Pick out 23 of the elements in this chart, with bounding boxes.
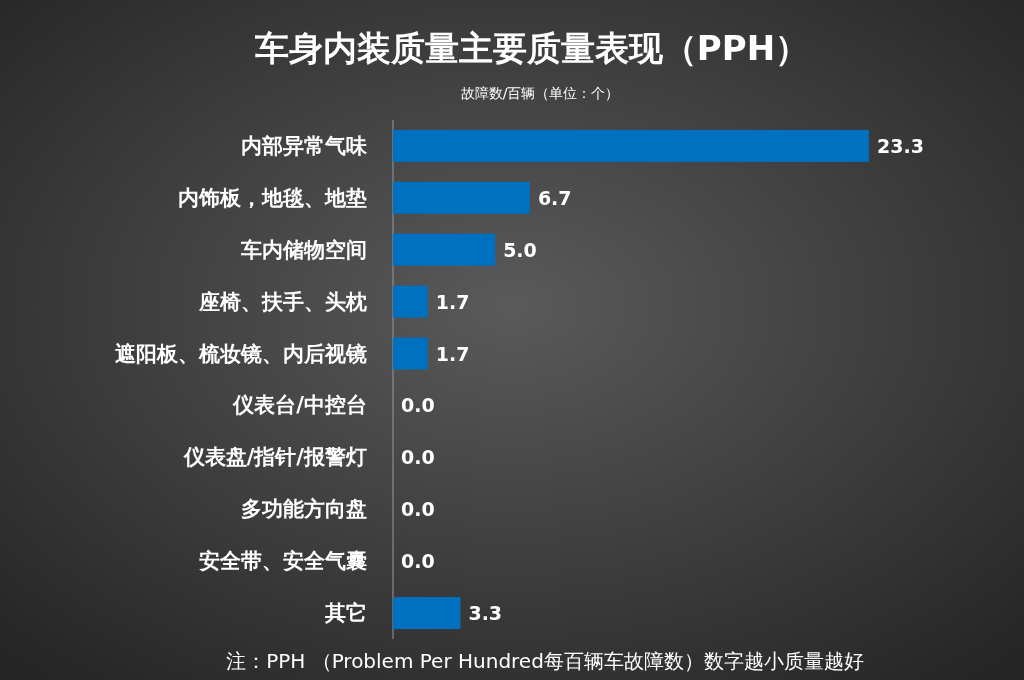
y-tick-label: 内饰板，地毯、地垫 [178,185,367,210]
y-tick-label: 遮阳板、梳妆镜、内后视镜 [115,341,367,366]
data-label: 0.0 [401,394,435,417]
y-tick-label: 内部异常气味 [241,133,368,158]
chart-title: 车身内装质量主要质量表现（PPH） [253,28,810,68]
y-tick-label: 座椅、扶手、头枕 [198,289,367,314]
data-label: 1.7 [435,290,470,313]
y-tick-label: 安全带、安全气囊 [199,549,367,574]
data-label: 5.0 [503,238,537,261]
data-label: 6.7 [537,186,572,209]
text: 注：PPH （Problem Per Hundred每百辆车故障数）数字越小质量越好 [226,649,864,673]
chart-subtitle: 故障数/百辆（单位：个） [460,85,620,101]
data-label: 3.3 [468,602,503,625]
y-tick-label: 车内储物空间 [240,237,367,262]
data-label: 23.3 [877,134,924,157]
y-tick-label: 仪表盘/指针/报警灯 [182,445,367,470]
y-tick-label: 多功能方向盘 [241,497,367,522]
y-tick-label: 其它 [324,601,367,626]
data-label: 0.0 [401,550,435,573]
data-label: 0.0 [401,498,435,521]
data-label: 0.0 [401,446,435,469]
data-label: 1.7 [435,342,470,365]
y-tick-label: 仪表台/中控台 [232,393,367,418]
